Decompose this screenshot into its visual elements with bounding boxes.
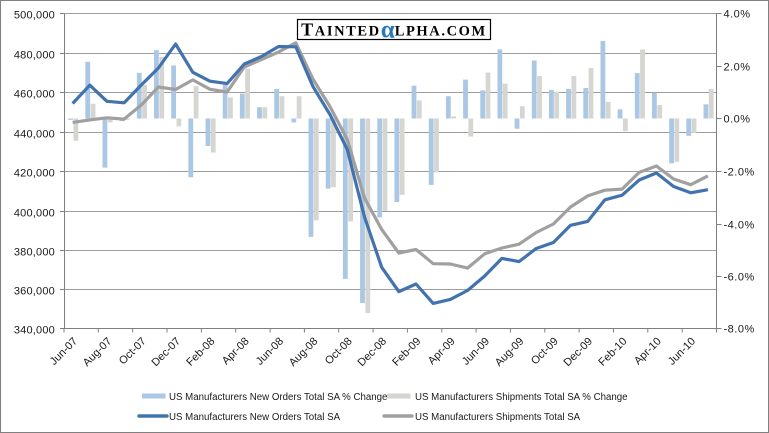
svg-text:US Manufacturers Shipments Tot: US Manufacturers Shipments Total SA	[415, 412, 581, 423]
svg-text:2.0%: 2.0%	[724, 62, 751, 74]
svg-text:380,000: 380,000	[14, 247, 55, 259]
svg-text:US Manufacturers Shipments Tot: US Manufacturers Shipments Total SA % Ch…	[415, 392, 628, 403]
svg-text:-8.0%: -8.0%	[724, 324, 755, 336]
svg-text:-6.0%: -6.0%	[724, 272, 755, 284]
svg-text:US Manufacturers New Orders To: US Manufacturers New Orders Total SA % C…	[169, 392, 387, 403]
svg-text:440,000: 440,000	[14, 129, 55, 141]
svg-text:US Manufacturers New Orders To: US Manufacturers New Orders Total SA	[169, 412, 341, 423]
svg-text:500,000: 500,000	[14, 10, 55, 22]
svg-text:480,000: 480,000	[14, 50, 55, 62]
svg-text:420,000: 420,000	[14, 168, 55, 180]
svg-text:400,000: 400,000	[14, 208, 55, 220]
svg-text:360,000: 360,000	[14, 286, 55, 298]
svg-text:-2.0%: -2.0%	[724, 167, 755, 179]
svg-text:0.0%: 0.0%	[724, 114, 751, 126]
svg-text:-4.0%: -4.0%	[724, 220, 755, 232]
svg-text:340,000: 340,000	[14, 325, 55, 337]
svg-text:4.0%: 4.0%	[724, 9, 751, 21]
svg-text:460,000: 460,000	[14, 89, 55, 101]
